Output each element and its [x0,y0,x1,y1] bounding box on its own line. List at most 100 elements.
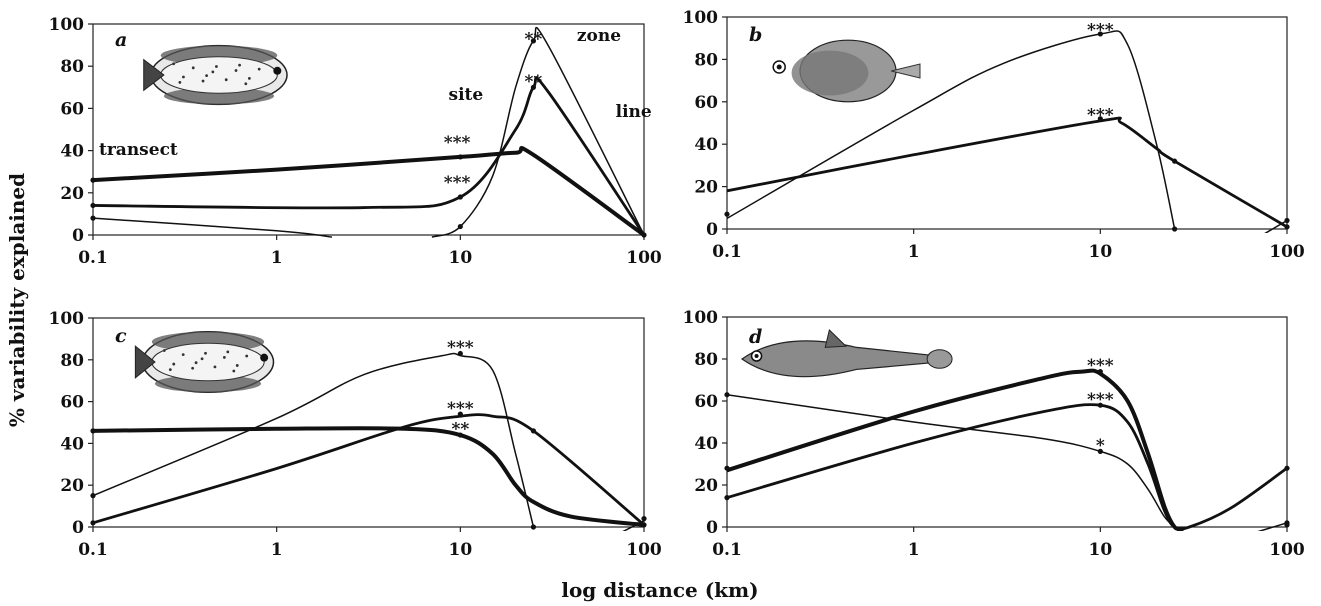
fish-spot [257,67,261,71]
fish-spot [238,63,241,67]
data-point [724,392,730,398]
significance-annotation: *** [1087,105,1114,125]
chart-panel-a: 0 20 40 60 80 100 0.1 1 10 100 transect site zone lin… [49,15,662,268]
panel-letter: d [749,326,762,348]
significance-annotation: *** [444,173,471,193]
data-point [457,432,463,438]
series-line [727,368,1185,531]
x-tick-label: 10 [448,540,472,560]
data-point [457,411,463,417]
fish-spot [191,366,195,370]
data-point [530,524,537,530]
significance-annotation: *** [1087,356,1114,376]
x-tick-label: 0.1 [78,248,108,268]
fish-illustration [143,44,288,106]
fish-spot [235,364,239,367]
series-line [93,352,535,528]
series-line [727,30,1176,230]
x-tick-label: 100 [626,540,662,560]
fish-eye [273,66,282,75]
x-tick-label: 0.1 [78,540,108,560]
y-tick-label: 80 [60,57,84,77]
data-point [1172,226,1178,232]
data-point [1284,217,1290,224]
fish-spot [191,66,195,70]
data-point [641,232,647,238]
x-tick-label: 0.1 [712,242,742,262]
fish-spot [182,75,185,79]
x-tick-label: 1 [271,540,283,560]
fish-spot [244,82,248,86]
fish-spot [232,369,236,373]
data-point [530,84,537,90]
x-tick-label: 0.1 [712,540,742,560]
fish-pupil [754,354,759,358]
x-tick-label: 1 [908,540,920,560]
data-point [724,465,730,471]
plot-frame [92,317,645,528]
y-tick-label: 0 [706,220,718,240]
x-tick-label: 100 [626,248,662,268]
data-point [641,522,647,528]
fish-fin [163,87,275,105]
x-tick-label: 100 [1269,540,1305,560]
series-line [93,76,644,236]
data-point [1097,402,1103,408]
fish-spot [245,354,249,358]
data-point [530,38,537,44]
fish-pupil [776,64,782,70]
fish-spot [215,65,218,68]
significance-annotation: *** [1087,390,1114,410]
data-point [530,428,537,434]
data-point [457,223,463,230]
data-point [90,202,96,209]
fish-fin [154,374,262,393]
fish-illustration [740,329,953,378]
series-line [727,116,1287,229]
data-point [90,520,96,526]
fish-spot [234,69,238,72]
fish-spot [168,368,172,372]
data-point [1097,31,1103,37]
fish-fin [824,329,848,348]
data-point [724,211,730,217]
fish-illustration [772,39,921,103]
y-tick-label: 40 [694,135,718,155]
series-line [622,520,644,531]
plot-frame [726,316,1288,528]
fish-tail [926,349,953,369]
panel-letter: b [749,24,762,46]
y-tick-label: 0 [706,518,718,538]
series-line [93,426,644,527]
x-tick-label: 10 [448,248,472,268]
significance-annotation: ** [451,420,469,440]
fish-tail [134,345,156,379]
series-line [727,403,1287,531]
significance-annotation: *** [447,338,474,358]
y-tick-label: 100 [49,15,85,35]
y-tick-label: 0 [72,226,84,246]
fish-spot [224,78,228,82]
series-line [1257,522,1287,531]
y-tick-label: 80 [694,350,718,370]
data-point [1284,224,1290,230]
y-tick-label: 20 [694,476,718,496]
data-point [90,428,96,434]
data-point [1172,158,1178,164]
fish-tail [143,58,165,92]
data-point [457,194,463,200]
chart-panel-b: 0 20 40 60 80 100 0.1 1 10 100 *** *** b [683,8,1305,262]
fish-spot [204,351,207,355]
fish-spot [200,357,204,361]
fish-tail [891,63,921,79]
data-point [90,177,96,183]
y-tick-label: 80 [694,50,718,70]
y-tick-label: 20 [60,476,84,496]
data-point [90,215,96,221]
panel-letter: c [115,325,127,347]
fish-body-center [151,342,265,382]
x-tick-label: 10 [1088,242,1112,262]
fish-spot [222,355,226,359]
